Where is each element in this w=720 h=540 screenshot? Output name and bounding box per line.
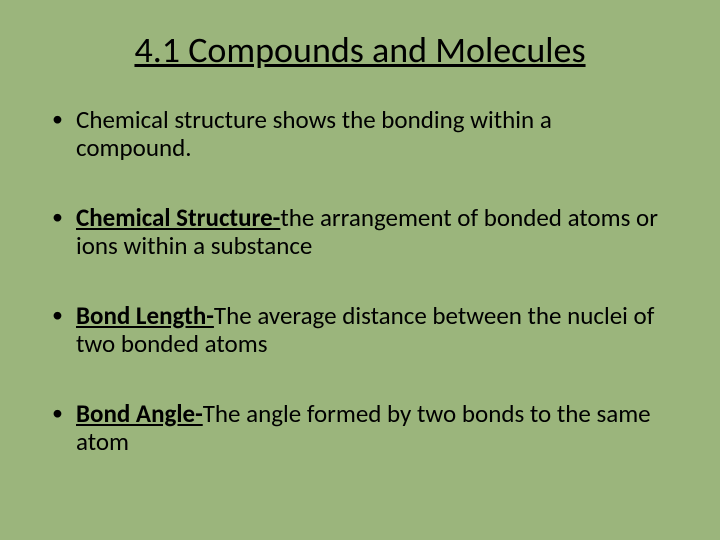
bullet-term: Bond Length-	[76, 300, 214, 331]
bullet-term: Chemical Structure-	[76, 202, 280, 233]
bullet-list: Chemical structure shows the bonding wit…	[48, 106, 672, 456]
list-item: Chemical structure shows the bonding wit…	[48, 106, 672, 162]
list-item: Bond Length-The average distance between…	[48, 302, 672, 358]
list-item: Chemical Structure-the arrangement of bo…	[48, 204, 672, 260]
slide-title: 4.1 Compounds and Molecules	[48, 28, 672, 72]
bullet-term: Bond Angle-	[76, 398, 203, 429]
bullet-text: Chemical structure shows the bonding wit…	[76, 104, 552, 163]
list-item: Bond Angle-The angle formed by two bonds…	[48, 400, 672, 456]
slide: 4.1 Compounds and Molecules Chemical str…	[0, 0, 720, 540]
